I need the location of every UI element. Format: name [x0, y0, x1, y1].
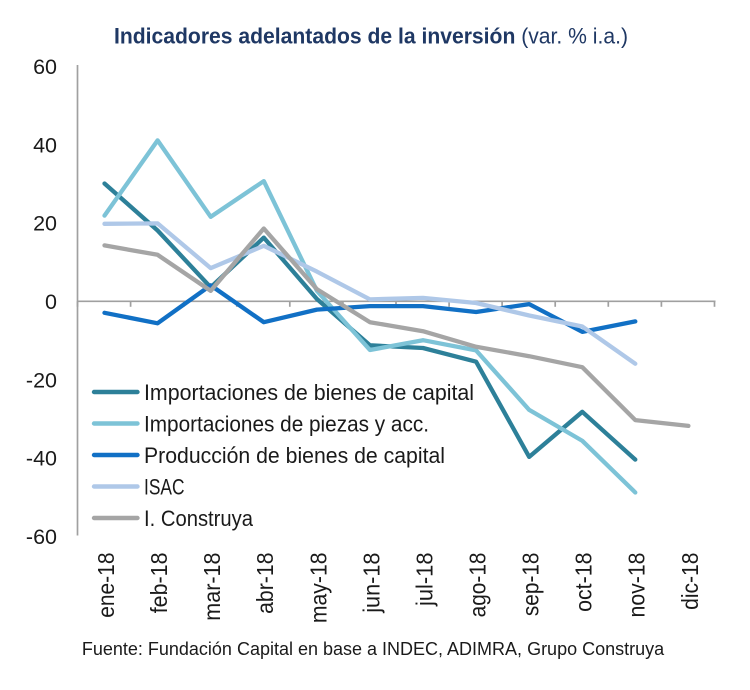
svg-text:sep-18: sep-18	[518, 553, 544, 617]
svg-text:ene-18: ene-18	[93, 553, 119, 618]
svg-text:may-18: may-18	[305, 553, 331, 624]
svg-text:Fuente: Fundación Capital en b: Fuente: Fundación Capital en base a INDE…	[82, 639, 665, 659]
svg-text:Indicadores adelantados de la: Indicadores adelantados de la inversión …	[114, 24, 628, 49]
svg-text:-20: -20	[26, 368, 57, 392]
svg-text:jul-18: jul-18	[411, 553, 437, 607]
svg-text:dic-18: dic-18	[677, 553, 703, 610]
svg-text:ago-18: ago-18	[465, 553, 491, 618]
svg-text:mar-18: mar-18	[199, 553, 225, 621]
svg-text:jun-18: jun-18	[358, 553, 384, 614]
svg-text:I. Construya: I. Construya	[144, 506, 254, 531]
svg-text:40: 40	[33, 133, 57, 157]
svg-text:feb-18: feb-18	[146, 553, 172, 614]
svg-text:Importaciones de piezas y acc.: Importaciones de piezas y acc.	[144, 412, 429, 437]
svg-text:abr-18: abr-18	[252, 553, 278, 614]
svg-text:nov-18: nov-18	[624, 553, 650, 618]
svg-text:-60: -60	[26, 525, 57, 549]
svg-text:-40: -40	[26, 447, 57, 471]
svg-text:ISAC: ISAC	[144, 475, 185, 500]
svg-text:Importaciones de bienes de cap: Importaciones de bienes de capital	[144, 380, 474, 405]
svg-text:20: 20	[33, 212, 57, 236]
svg-text:Producción de bienes de capita: Producción de bienes de capital	[144, 443, 445, 468]
svg-text:60: 60	[33, 55, 57, 79]
svg-text:0: 0	[45, 290, 57, 314]
svg-text:oct-18: oct-18	[571, 553, 597, 612]
